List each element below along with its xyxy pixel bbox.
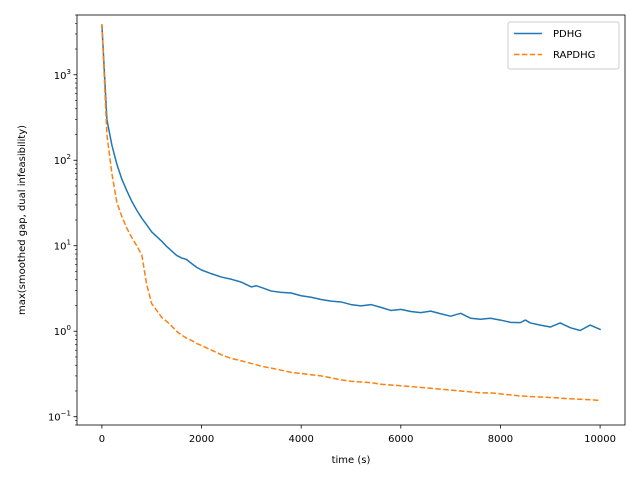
series-line-pdhg	[101, 24, 602, 332]
y-tick-label: 10−1	[48, 410, 71, 424]
legend-label-pdhg: PDHG	[553, 29, 582, 40]
plot-area	[77, 15, 625, 425]
x-tick-label: 4000	[288, 434, 313, 445]
legend-label-rapdhg: RAPDHG	[553, 50, 595, 61]
y-axis-label: max(smoothed gap, dual infeasibility)	[17, 125, 28, 315]
x-tick-label: 2000	[189, 434, 214, 445]
legend: PDHG RAPDHG	[507, 21, 620, 70]
y-tick-label: 101	[54, 239, 71, 253]
x-axis-label: time (s)	[332, 455, 371, 466]
x-tick-label: 10000	[584, 434, 616, 445]
x-tick-label: 6000	[388, 434, 413, 445]
x-tick-label: 8000	[488, 434, 513, 445]
plot-frame	[76, 14, 626, 426]
y-tick-label: 100	[54, 324, 71, 338]
x-tick-label: 0	[99, 434, 105, 445]
series-layer	[101, 24, 602, 402]
series-line-rapdhg	[101, 24, 601, 402]
y-tick-label: 102	[54, 153, 71, 167]
y-tick-label: 103	[54, 68, 71, 82]
